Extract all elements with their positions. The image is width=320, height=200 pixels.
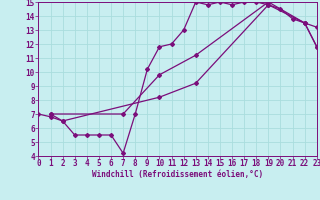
X-axis label: Windchill (Refroidissement éolien,°C): Windchill (Refroidissement éolien,°C)	[92, 170, 263, 179]
